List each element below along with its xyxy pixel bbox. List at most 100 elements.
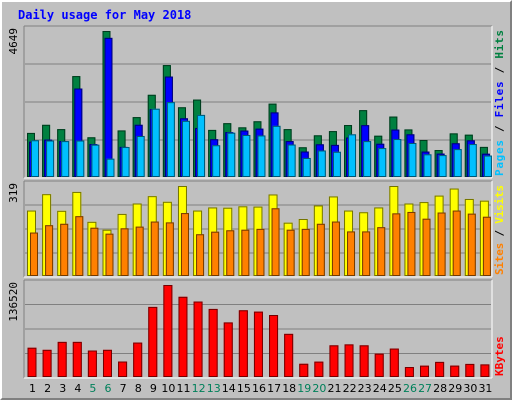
bar-fill bbox=[301, 228, 310, 276]
bar-outline bbox=[75, 216, 84, 277]
bar-fill bbox=[271, 208, 280, 276]
x-tick-label: 11 bbox=[177, 382, 191, 395]
bar-sites-day-25 bbox=[392, 213, 401, 277]
bar-outline bbox=[135, 226, 144, 276]
x-tick-label: 17 bbox=[267, 382, 281, 395]
bar-sites-day-18 bbox=[286, 229, 295, 276]
bar-kbytes-day-18 bbox=[284, 333, 294, 377]
bar-outline bbox=[393, 139, 402, 177]
bar-outline bbox=[437, 212, 446, 276]
x-tick-label: 9 bbox=[150, 382, 157, 395]
bar-fill bbox=[329, 345, 339, 377]
bar-outline bbox=[271, 208, 280, 277]
bar-pages-day-20 bbox=[317, 150, 326, 177]
bar-sites-day-29 bbox=[452, 210, 461, 276]
bar-outline bbox=[301, 228, 310, 277]
bar-sites-day-6 bbox=[105, 233, 114, 276]
bar-fill bbox=[256, 228, 265, 276]
bar-fill bbox=[61, 141, 70, 177]
bar-sites-day-13 bbox=[211, 231, 220, 276]
bar-fill bbox=[90, 227, 99, 276]
x-tick-label: 5 bbox=[89, 382, 96, 395]
bar-fill bbox=[42, 349, 52, 377]
x-tick-label: 25 bbox=[388, 382, 402, 395]
x-tick-label: 10 bbox=[161, 382, 175, 395]
bar-pages-day-23 bbox=[363, 141, 372, 177]
bar-outline bbox=[193, 301, 203, 377]
bar-sites-day-8 bbox=[135, 226, 144, 276]
bar-fill bbox=[102, 349, 112, 377]
bar-fill bbox=[136, 135, 145, 177]
bar-sites-day-9 bbox=[150, 221, 159, 276]
panel-kbytes: 136520 KBytes bbox=[7, 279, 506, 379]
bar-outline bbox=[61, 141, 70, 177]
bar-outline bbox=[359, 345, 369, 378]
bar-kbytes-day-14 bbox=[223, 322, 233, 377]
bar-fill bbox=[422, 218, 431, 276]
x-tick-label: 15 bbox=[237, 382, 251, 395]
x-tick-label: 21 bbox=[327, 382, 341, 395]
bar-fill bbox=[241, 229, 250, 276]
bar-fill bbox=[104, 37, 113, 177]
bar-fill bbox=[378, 148, 387, 177]
bar-fill bbox=[197, 114, 206, 177]
bar-fill bbox=[148, 306, 158, 377]
bar-outline bbox=[120, 228, 129, 276]
bar-outline bbox=[389, 348, 399, 377]
bar-pages-day-29 bbox=[453, 149, 462, 178]
bar-outline bbox=[302, 157, 311, 177]
bar-outline bbox=[317, 150, 326, 177]
bar-outline bbox=[57, 341, 67, 378]
bar-outline bbox=[407, 211, 416, 277]
bar-outline bbox=[332, 151, 341, 177]
bar-kbytes-day-2 bbox=[42, 349, 52, 377]
bar-fill bbox=[72, 341, 82, 377]
bar-outline bbox=[257, 135, 266, 177]
bar-fill bbox=[133, 342, 143, 377]
legend-files: Files bbox=[493, 81, 506, 117]
bar-kbytes-day-7 bbox=[118, 361, 128, 377]
x-tick-label: 22 bbox=[343, 382, 357, 395]
bar-fill bbox=[211, 231, 220, 276]
bar-outline bbox=[45, 225, 54, 276]
bar-outline bbox=[148, 306, 158, 378]
bar-outline bbox=[105, 233, 114, 276]
bar-outline bbox=[344, 344, 354, 378]
bar-outline bbox=[241, 229, 250, 276]
bar-sites-day-23 bbox=[362, 231, 371, 277]
bar-fill bbox=[30, 232, 38, 276]
x-tick-label: 4 bbox=[74, 382, 81, 395]
x-tick-label: 27 bbox=[418, 382, 432, 395]
x-tick-label: 16 bbox=[252, 382, 266, 395]
bar-fill bbox=[314, 361, 324, 377]
bar-fill bbox=[438, 155, 447, 177]
bar-outline bbox=[30, 232, 38, 277]
bar-outline bbox=[374, 353, 384, 377]
bar-fill bbox=[316, 223, 325, 276]
bar-sites-day-5 bbox=[90, 227, 99, 277]
bar-kbytes-day-5 bbox=[87, 350, 97, 377]
x-tick-label: 20 bbox=[312, 382, 326, 395]
x-tick-label: 2 bbox=[44, 382, 51, 395]
bar-outline bbox=[256, 228, 265, 277]
bar-fill bbox=[227, 132, 236, 177]
bar-sites-day-11 bbox=[180, 213, 189, 276]
bar-fill bbox=[404, 367, 414, 377]
bar-sites-day-28 bbox=[437, 212, 446, 276]
bar-outline bbox=[287, 144, 296, 177]
bar-outline bbox=[242, 134, 251, 177]
bar-pages-day-17 bbox=[272, 125, 281, 178]
bar-fill bbox=[151, 108, 160, 177]
bar-fill bbox=[57, 341, 67, 377]
bar-outline bbox=[223, 322, 233, 377]
bar-fill bbox=[223, 322, 233, 377]
bar-outline bbox=[208, 308, 218, 377]
bar-pages-day-2 bbox=[46, 140, 55, 178]
bar-pages-day-27 bbox=[423, 154, 432, 178]
bar-fill bbox=[118, 361, 128, 377]
x-tick-label: 28 bbox=[433, 382, 447, 395]
bar-fill bbox=[212, 145, 221, 177]
bar-fill bbox=[393, 139, 402, 177]
bar-pages-day-13 bbox=[212, 145, 221, 177]
bar-outline bbox=[378, 148, 387, 177]
